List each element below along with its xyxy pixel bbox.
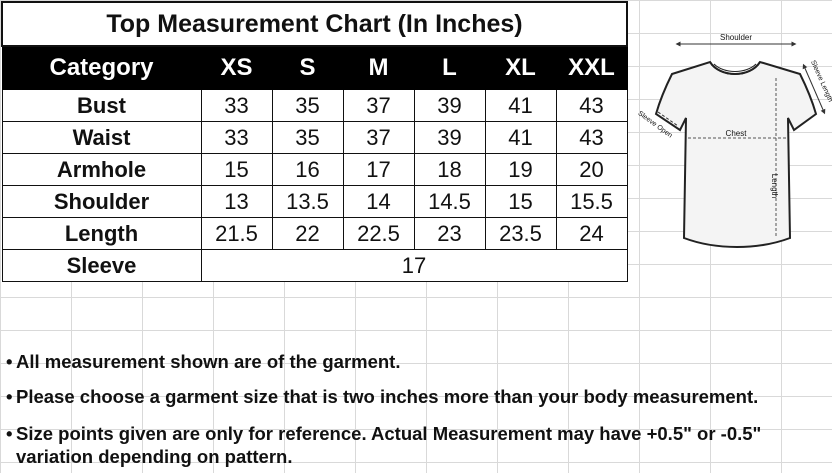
cell-value: 41 <box>484 121 557 154</box>
header-size: L <box>413 45 486 90</box>
cell-value: 15 <box>200 153 273 186</box>
table-row: Shoulder 13 13.5 14 14.5 15 15.5 <box>1 185 628 218</box>
tshirt-diagram: Shoulder Chest Length Sleeve Length Slee… <box>636 26 832 262</box>
tshirt-neckline <box>709 61 761 75</box>
table-row: Armhole 15 16 17 18 19 20 <box>1 153 628 186</box>
header-row: Category XS S M L XL XXL <box>1 45 628 90</box>
cell-value: 23.5 <box>484 217 557 250</box>
cell-value: 24 <box>555 217 628 250</box>
header-size: XS <box>200 45 273 90</box>
note-item: • Size points given are only for referenc… <box>6 423 761 445</box>
note-text: Size points given are only for reference… <box>16 423 762 444</box>
bullet: • <box>6 423 13 444</box>
header-size: S <box>271 45 344 90</box>
cell-value: 39 <box>413 89 486 122</box>
sleeve-length-label: Sleeve Length <box>809 60 832 104</box>
table-row: Bust 33 35 37 39 41 43 <box>1 89 628 122</box>
cell-value: 35 <box>271 89 344 122</box>
cell-value: 39 <box>413 121 486 154</box>
row-label: Armhole <box>1 153 202 186</box>
tshirt-illustration: Shoulder Chest Length Sleeve Length Slee… <box>636 33 832 248</box>
header-category: Category <box>1 45 202 90</box>
bullet: • <box>6 386 13 407</box>
cell-value: 22.5 <box>342 217 415 250</box>
table-row: Sleeve 17 <box>1 249 628 282</box>
sleeve-length-guide <box>802 63 826 115</box>
length-label: Length <box>770 174 779 198</box>
note-text: All measurement shown are of the garment… <box>16 351 401 372</box>
cell-value: 37 <box>342 89 415 122</box>
header-size: XL <box>484 45 557 90</box>
cell-value: 13.5 <box>271 185 344 218</box>
row-label: Shoulder <box>1 185 202 218</box>
table-title: Top Measurement Chart (In Inches) <box>1 1 628 47</box>
bullet: • <box>6 351 13 372</box>
sleeve-open-guide <box>657 111 679 127</box>
tshirt-outline <box>654 60 818 248</box>
cell-value: 14.5 <box>413 185 486 218</box>
cell-value: 41 <box>484 89 557 122</box>
note-item: • All measurement shown are of the garmen… <box>6 351 400 373</box>
note-continuation: variation depending on pattern. <box>16 446 293 467</box>
row-label: Bust <box>1 89 202 122</box>
cell-value: 37 <box>342 121 415 154</box>
cell-value: 18 <box>413 153 486 186</box>
row-label: Sleeve <box>1 249 202 282</box>
cell-value: 43 <box>555 121 628 154</box>
cell-value: 33 <box>200 89 273 122</box>
header-size: XXL <box>555 45 628 90</box>
cell-value: 13 <box>200 185 273 218</box>
chest-label: Chest <box>726 129 748 138</box>
cell-value: 43 <box>555 89 628 122</box>
table-row: Waist 33 35 37 39 41 43 <box>1 121 628 154</box>
tshirt-collar-inner <box>713 63 757 72</box>
header-size: M <box>342 45 415 90</box>
sleeve-value: 17 <box>200 249 628 282</box>
cell-value: 17 <box>342 153 415 186</box>
row-label: Waist <box>1 121 202 154</box>
cell-value: 23 <box>413 217 486 250</box>
shoulder-label: Shoulder <box>720 33 752 42</box>
row-label: Length <box>1 217 202 250</box>
measurement-table: Top Measurement Chart (In Inches) Catego… <box>1 1 628 282</box>
cell-value: 19 <box>484 153 557 186</box>
cell-value: 15 <box>484 185 557 218</box>
cell-value: 20 <box>555 153 628 186</box>
cell-value: 14 <box>342 185 415 218</box>
note-text: Please choose a garment size that is two… <box>16 386 759 407</box>
note-item: • Please choose a garment size that is tw… <box>6 386 758 408</box>
cell-value: 33 <box>200 121 273 154</box>
cell-value: 22 <box>271 217 344 250</box>
table-row: Length 21.5 22 22.5 23 23.5 24 <box>1 217 628 250</box>
cell-value: 15.5 <box>555 185 628 218</box>
cell-value: 16 <box>271 153 344 186</box>
cell-value: 21.5 <box>200 217 273 250</box>
cell-value: 35 <box>271 121 344 154</box>
